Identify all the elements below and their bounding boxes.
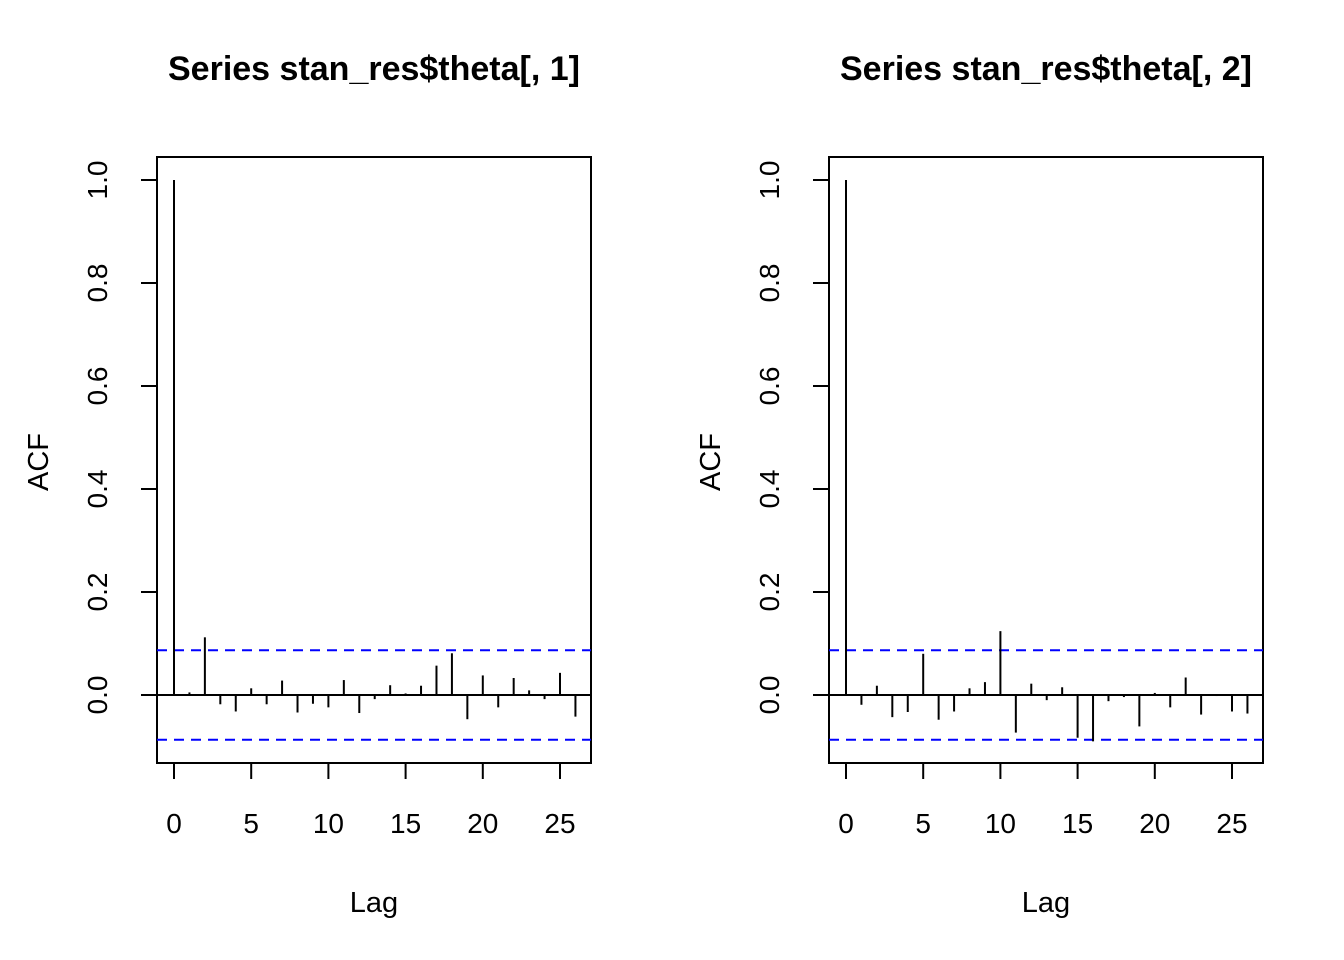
x-tick-label: 15: [390, 808, 421, 839]
y-axis-label: ACF: [695, 433, 727, 491]
y-tick-label: 0.8: [82, 264, 113, 303]
y-tick-label: 0.6: [82, 367, 113, 406]
x-tick-label: 5: [243, 808, 259, 839]
y-axis-label: ACF: [23, 433, 55, 491]
x-tick-label: 20: [467, 808, 498, 839]
y-tick-label: 1.0: [754, 161, 785, 200]
y-tick-label: 0.2: [82, 573, 113, 612]
x-axis-label: Lag: [350, 887, 398, 919]
y-tick-label: 0.4: [82, 470, 113, 509]
acf-marks: 0 5 10 15 20 25 0.0 0.2 0.4 0.6 0.8 1.0: [82, 161, 591, 839]
chart-title: Series stan_res$theta[, 2]: [840, 50, 1252, 88]
y-tick-label: 1.0: [82, 161, 113, 200]
x-tick-label: 10: [313, 808, 344, 839]
x-tick-label: 5: [915, 808, 931, 839]
acf-marks: 0 5 10 15 20 25 0.0 0.2 0.4 0.6 0.8 1.0: [754, 161, 1263, 839]
plot-frame: [156, 156, 592, 764]
chart-title: Series stan_res$theta[, 1]: [168, 50, 580, 88]
x-tick-label: 25: [1216, 808, 1247, 839]
y-tick-label: 0.2: [754, 573, 785, 612]
y-tick-label: 0.6: [754, 367, 785, 406]
x-tick-label: 15: [1062, 808, 1093, 839]
x-tick-label: 10: [985, 808, 1016, 839]
x-tick-label: 20: [1139, 808, 1170, 839]
y-tick-label: 0.8: [754, 264, 785, 303]
y-tick-label: 0.0: [82, 676, 113, 715]
x-tick-label: 0: [166, 808, 182, 839]
x-tick-label: 0: [838, 808, 854, 839]
x-tick-label: 25: [544, 808, 575, 839]
x-axis-label: Lag: [1022, 887, 1070, 919]
acf-panel-2: Series stan_res$theta[, 2] Lag ACF 0 5 10 1…: [695, 50, 1264, 919]
y-tick-label: 0.4: [754, 470, 785, 509]
y-tick-label: 0.0: [754, 676, 785, 715]
acf-panel-1: Series stan_res$theta[, 1] Lag ACF 0 5 10 1…: [23, 50, 592, 919]
plot-frame: [828, 156, 1264, 764]
